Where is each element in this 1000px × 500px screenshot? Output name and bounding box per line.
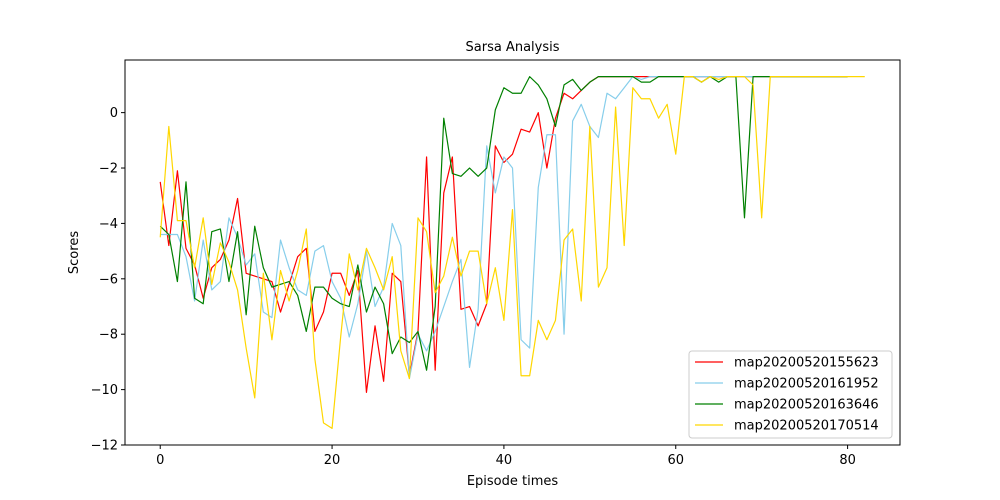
chart-title: Sarsa Analysis	[466, 40, 560, 55]
legend-frame	[688, 350, 893, 439]
legend-label-1: map20200520155623	[734, 356, 879, 371]
x-tick-label: 0	[156, 453, 164, 468]
y-axis-ticks: −12 −10 −8 −6 −4 −2 0	[91, 106, 125, 454]
x-tick-label: 80	[839, 453, 856, 468]
series-line-4	[159, 76, 865, 429]
y-axis-label: Scores	[67, 231, 82, 274]
y-tick-label: 0	[110, 106, 118, 121]
x-tick-label: 20	[324, 453, 341, 468]
x-tick-label: 40	[496, 453, 513, 468]
x-tick-label: 60	[667, 453, 684, 468]
x-axis-ticks: 0 20 40 60 80	[156, 445, 856, 468]
y-tick-label: −10	[91, 383, 118, 398]
legend-items: map20200520155623 map20200520161952 map202…	[695, 356, 879, 434]
x-axis-label: Episode times	[467, 474, 559, 489]
legend-label-3: map20200520163646	[734, 398, 879, 413]
legend-label-2: map20200520161952	[734, 377, 879, 392]
legend: map20200520155623 map20200520161952 map202…	[688, 350, 893, 439]
series-layer	[159, 76, 865, 429]
plot-frame	[124, 59, 901, 446]
y-tick-label: −8	[99, 328, 118, 343]
y-tick-label: −4	[99, 217, 118, 232]
y-tick-label: −2	[99, 162, 118, 177]
legend-label-4: map20200520170514	[734, 419, 879, 434]
y-tick-label: −12	[91, 439, 118, 454]
y-tick-label: −6	[99, 272, 118, 287]
